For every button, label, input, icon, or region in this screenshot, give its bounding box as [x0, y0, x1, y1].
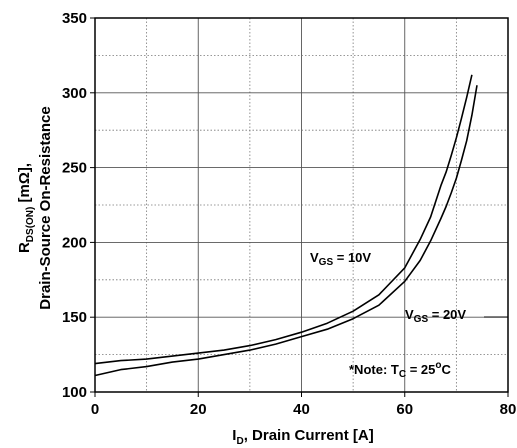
- y-tick-label: 150: [62, 309, 87, 326]
- x-tick-labels: 0 20 40 60 80: [91, 392, 517, 418]
- x-axis-label: ID, Drain Current [A]: [232, 427, 373, 447]
- series-line-vgs-20v: [94, 85, 478, 377]
- y-tick-label: 300: [62, 85, 87, 102]
- x-tick-label: 80: [500, 401, 517, 418]
- y-axis-label-line2: Drain-Source On-Resistance: [37, 106, 54, 309]
- x-tick-label: 0: [91, 401, 99, 418]
- x-tick-label: 60: [396, 401, 413, 418]
- x-tick-label: 20: [190, 401, 207, 418]
- annotation-vgs-10v: VGS = 10V: [310, 250, 371, 268]
- series-line-vgs-10v: [94, 74, 473, 365]
- y-tick-label: 200: [62, 234, 87, 251]
- grid: [95, 18, 508, 392]
- y-axis-label-line1: RDS(ON) [mΩ],: [16, 163, 36, 253]
- y-tick-label: 250: [62, 160, 87, 177]
- x-tick-label: 40: [293, 401, 310, 418]
- series-lines: [94, 74, 478, 377]
- y-tick-label: 100: [62, 384, 87, 401]
- note-temperature: *Note: TC = 25oC: [349, 360, 451, 380]
- y-tick-labels: 100 150 200 250 300 350: [62, 10, 95, 401]
- y-tick-label: 350: [62, 10, 87, 27]
- annotation-vgs-20v: VGS = 20V: [405, 307, 466, 325]
